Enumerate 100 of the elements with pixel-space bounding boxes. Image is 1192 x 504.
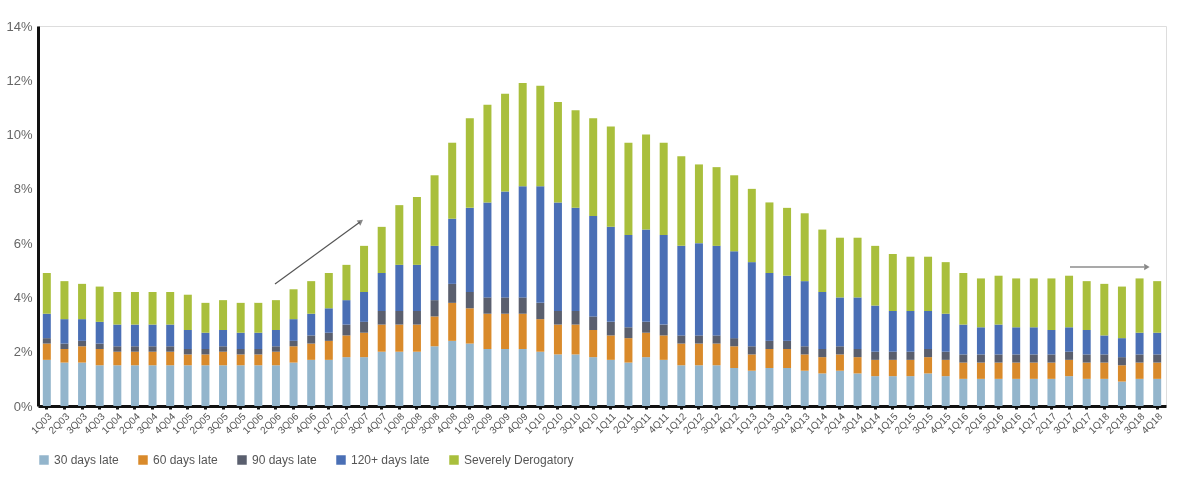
bar	[747, 188, 756, 263]
bar	[536, 351, 545, 406]
bar	[976, 362, 985, 379]
bar	[994, 275, 1003, 325]
bar	[1153, 362, 1162, 379]
bar	[924, 373, 933, 406]
bar	[553, 324, 562, 355]
bar	[994, 324, 1003, 355]
bar	[448, 340, 457, 406]
bar	[42, 338, 51, 344]
bar	[307, 335, 316, 344]
bar	[1135, 354, 1144, 363]
bar	[166, 351, 175, 366]
bar	[377, 351, 386, 406]
bar	[994, 378, 1003, 406]
bar	[835, 354, 844, 371]
bar	[800, 370, 809, 406]
bar	[465, 343, 474, 406]
bar	[342, 324, 351, 336]
bar	[360, 332, 369, 358]
bar	[1153, 354, 1162, 363]
bar	[1029, 354, 1038, 363]
bar	[835, 297, 844, 347]
bar	[183, 349, 192, 355]
bar	[501, 313, 510, 349]
bar	[342, 300, 351, 325]
bar	[1029, 278, 1038, 328]
bar	[659, 235, 668, 325]
bar	[501, 297, 510, 314]
bar	[201, 349, 210, 355]
bar	[818, 373, 827, 406]
bar	[130, 292, 139, 325]
bar	[307, 359, 316, 406]
bar	[589, 216, 598, 317]
bar	[148, 365, 157, 406]
bar	[888, 311, 897, 352]
bar	[395, 205, 404, 265]
y-tick-label: 6%	[13, 235, 33, 251]
bar	[113, 351, 122, 366]
bar	[360, 245, 369, 292]
bar	[1153, 378, 1162, 406]
bar	[888, 376, 897, 406]
y-tick-label: 2%	[13, 344, 33, 360]
legend-label: Severely Derogatory	[464, 453, 574, 467]
bar	[694, 243, 703, 336]
bar	[236, 332, 245, 349]
bar	[166, 292, 175, 325]
bar	[1047, 330, 1056, 355]
bar	[747, 354, 756, 371]
bar	[42, 343, 51, 360]
bar	[800, 354, 809, 371]
bar	[818, 357, 827, 374]
bar	[871, 351, 880, 360]
bar	[113, 324, 122, 347]
bar	[1065, 275, 1074, 328]
bar	[95, 349, 104, 366]
y-tick-label: 0%	[13, 398, 33, 414]
bar	[906, 359, 915, 377]
bar	[624, 142, 633, 235]
bar	[412, 264, 421, 311]
bar	[783, 349, 792, 368]
bar	[42, 359, 51, 406]
bar	[571, 110, 580, 208]
y-tick-label: 12%	[6, 72, 33, 88]
bar	[95, 365, 104, 406]
bar	[571, 311, 580, 325]
bar	[1047, 278, 1056, 330]
bar	[1082, 378, 1091, 406]
bar	[941, 351, 950, 360]
bar	[871, 305, 880, 352]
bar	[60, 319, 69, 344]
bar	[694, 335, 703, 344]
bar	[853, 237, 862, 298]
bar	[448, 142, 457, 219]
bar	[324, 340, 333, 360]
bar	[677, 365, 686, 406]
bar	[201, 354, 210, 366]
bar	[571, 324, 580, 355]
bar	[465, 308, 474, 344]
bar	[871, 359, 880, 377]
bar	[1135, 278, 1144, 333]
bar	[871, 245, 880, 306]
bar	[1029, 378, 1038, 406]
y-tick-label: 8%	[13, 181, 33, 197]
bar	[483, 297, 492, 314]
bar	[342, 264, 351, 301]
bar	[959, 324, 968, 355]
bar	[1082, 362, 1091, 379]
bar	[219, 300, 228, 330]
bar	[642, 134, 651, 230]
bar	[360, 357, 369, 406]
bar	[78, 283, 87, 320]
bar	[130, 365, 139, 406]
bar	[800, 346, 809, 355]
bar	[941, 313, 950, 352]
bar	[271, 300, 280, 330]
bar	[835, 370, 844, 406]
bar	[60, 362, 69, 406]
bar	[765, 273, 774, 341]
bar	[395, 324, 404, 352]
